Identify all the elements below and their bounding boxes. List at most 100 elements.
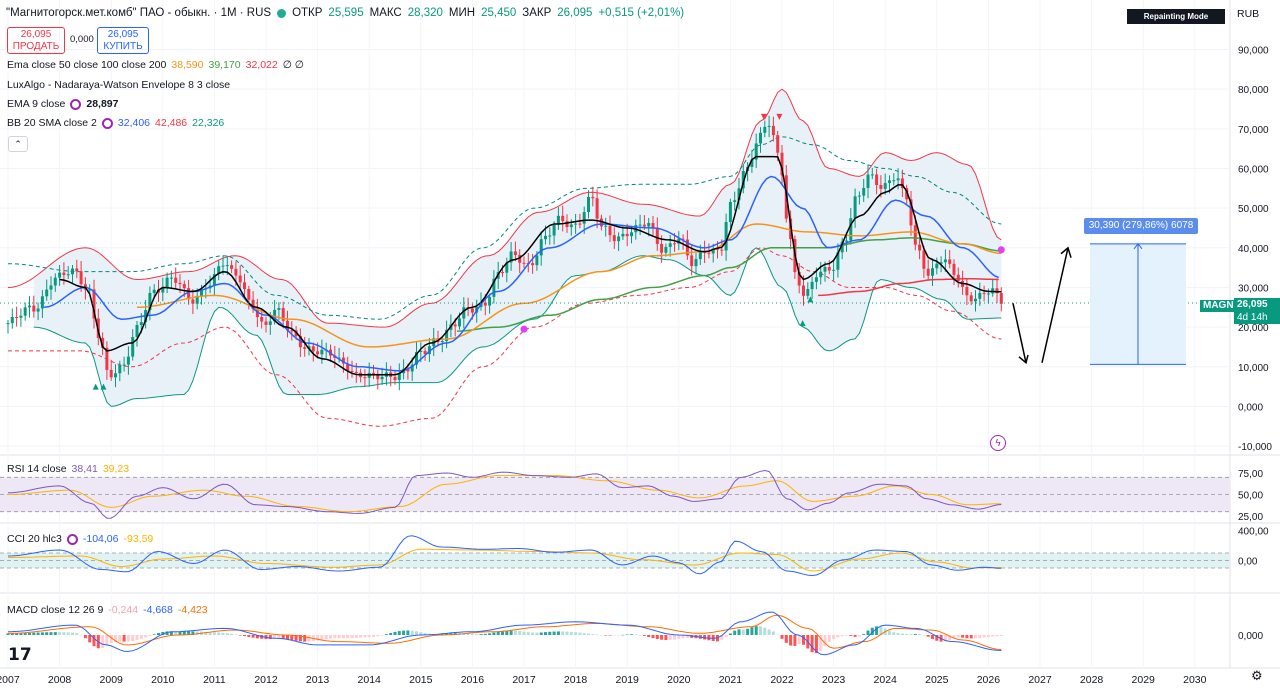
candle-body: [66, 274, 70, 276]
macd-histogram-bar: [668, 635, 672, 640]
candle-body: [53, 277, 57, 286]
legend-cci[interactable]: CCI 20 hlc3 -104,06 -93,59: [7, 533, 153, 545]
candle-body: [655, 227, 659, 244]
sell-button[interactable]: 26,095 ПРОДАТЬ: [7, 27, 65, 54]
legend-ema9[interactable]: EMA 9 close 28,897: [7, 98, 119, 110]
time-axis-tick: 2015: [409, 674, 433, 686]
legend-bb-v1: 32,406: [117, 117, 151, 129]
candle-body: [273, 309, 277, 322]
macd-histogram-bar: [496, 631, 500, 635]
candle-body: [350, 370, 354, 372]
forecast-down-arrow: [1012, 303, 1029, 365]
macd-histogram-bar: [642, 635, 646, 636]
macd-histogram-bar: [32, 632, 36, 635]
macd-histogram-bar: [526, 632, 530, 635]
candle-body: [118, 364, 122, 374]
candle-body: [767, 125, 771, 127]
legend-ema-v1: 38,590: [171, 59, 204, 71]
candle-body: [776, 135, 780, 153]
macd-histogram-bar: [991, 635, 995, 637]
time-axis-tick: 2008: [48, 674, 72, 686]
macd-histogram-bar: [251, 635, 255, 638]
macd-histogram-bar: [926, 635, 930, 637]
legend-bb[interactable]: BB 20 SMA close 2 32,406 42,486 22,326: [7, 117, 224, 129]
macd-histogram-bar: [771, 631, 775, 635]
macd-histogram-bar: [845, 635, 848, 636]
symbol-title[interactable]: "Магнитогорск.мет.комб" ПАО - обыкн. · 1…: [6, 7, 272, 19]
candle-body: [647, 223, 651, 227]
candle-body: [191, 299, 195, 304]
legend-luxalgo-label: LuxAlgo - Nadaraya-Watson Envelope 8 3 c…: [7, 79, 231, 91]
candle-body: [6, 323, 10, 325]
candle-body: [690, 255, 694, 267]
macd-histogram-bar: [539, 632, 543, 635]
buy-button[interactable]: 26,095 КУПИТЬ: [97, 27, 149, 54]
legend-cci-v1: -104,06: [82, 533, 119, 545]
candle-body: [277, 308, 281, 310]
macd-histogram-bar: [999, 635, 1003, 636]
legend-macd[interactable]: MACD close 12 26 9 -0,244 -4,668 -4,423: [7, 604, 208, 616]
macd-histogram-bar: [797, 635, 801, 645]
candle-body: [522, 262, 526, 264]
macd-histogram-bar: [19, 633, 23, 635]
candle-body: [251, 299, 255, 310]
buy-signal-marker: [92, 383, 99, 390]
macd-histogram-bar: [221, 632, 225, 635]
candle-body: [574, 223, 578, 225]
candle-body: [771, 125, 775, 136]
macd-histogram-bar: [329, 635, 332, 639]
legend-rsi[interactable]: RSI 14 close 38,41 39,23: [7, 463, 129, 475]
time-axis-tick: 2027: [1028, 674, 1052, 686]
macd-histogram-bar: [28, 632, 31, 635]
legend-cci-v2: -93,59: [123, 533, 154, 545]
cci-axis-tick: 400,00: [1238, 527, 1269, 538]
currency-selector[interactable]: RUB: [1237, 8, 1260, 20]
candle-body: [806, 289, 810, 296]
lightning-icon[interactable]: ϟ: [990, 435, 1006, 451]
open-value: 25,595: [328, 7, 364, 19]
time-axis-tick: 2014: [358, 674, 382, 686]
macd-histogram-bar: [948, 635, 952, 641]
settings-gear-icon[interactable]: ⚙: [1251, 668, 1263, 683]
macd-histogram-bar: [832, 635, 836, 640]
legend-ema9-value: 28,897: [86, 98, 119, 110]
candle-body: [217, 266, 221, 275]
macd-histogram-bar: [79, 634, 83, 636]
candle-body: [707, 252, 711, 254]
macd-histogram-bar: [888, 630, 891, 635]
macd-histogram-bar: [522, 631, 526, 635]
legend-macd-v2: -4,668: [143, 604, 173, 616]
macd-histogram-bar: [372, 635, 375, 637]
cci-signal-line: [8, 548, 1002, 572]
macd-histogram-bar: [290, 635, 294, 641]
collapse-legend-button[interactable]: ⌃: [8, 136, 28, 152]
macd-histogram-bar: [40, 632, 44, 635]
candle-body: [754, 143, 758, 160]
macd-histogram-bar: [965, 635, 969, 639]
legend-luxalgo[interactable]: LuxAlgo - Nadaraya-Watson Envelope 8 3 c…: [7, 79, 230, 91]
candle-body: [832, 269, 836, 271]
candle-body: [152, 289, 156, 294]
macd-histogram-bar: [621, 634, 625, 636]
macd-histogram-bar: [969, 635, 973, 639]
macd-histogram-bar: [819, 635, 823, 652]
candle-body: [406, 368, 410, 372]
macd-histogram-bar: [187, 631, 191, 635]
time-axis-tick: 2024: [874, 674, 898, 686]
ema100-line: [456, 237, 999, 332]
macd-histogram-bar: [836, 635, 840, 638]
macd-histogram-bar: [393, 631, 397, 635]
candle-body: [243, 282, 246, 290]
candle-body: [621, 233, 625, 237]
legend-ema[interactable]: Ema close 50 close 100 close 200 38,590 …: [7, 59, 304, 71]
macd-histogram-bar: [466, 633, 470, 635]
price-axis-tick: 30,000: [1238, 283, 1269, 294]
candle-body: [169, 277, 173, 279]
candle-body: [79, 271, 83, 285]
sell-signal-marker: [776, 113, 783, 120]
macd-histogram-bar: [449, 633, 453, 635]
candle-body: [561, 215, 565, 222]
buy-signal-marker: [799, 320, 806, 327]
macd-histogram-bar: [324, 635, 328, 640]
